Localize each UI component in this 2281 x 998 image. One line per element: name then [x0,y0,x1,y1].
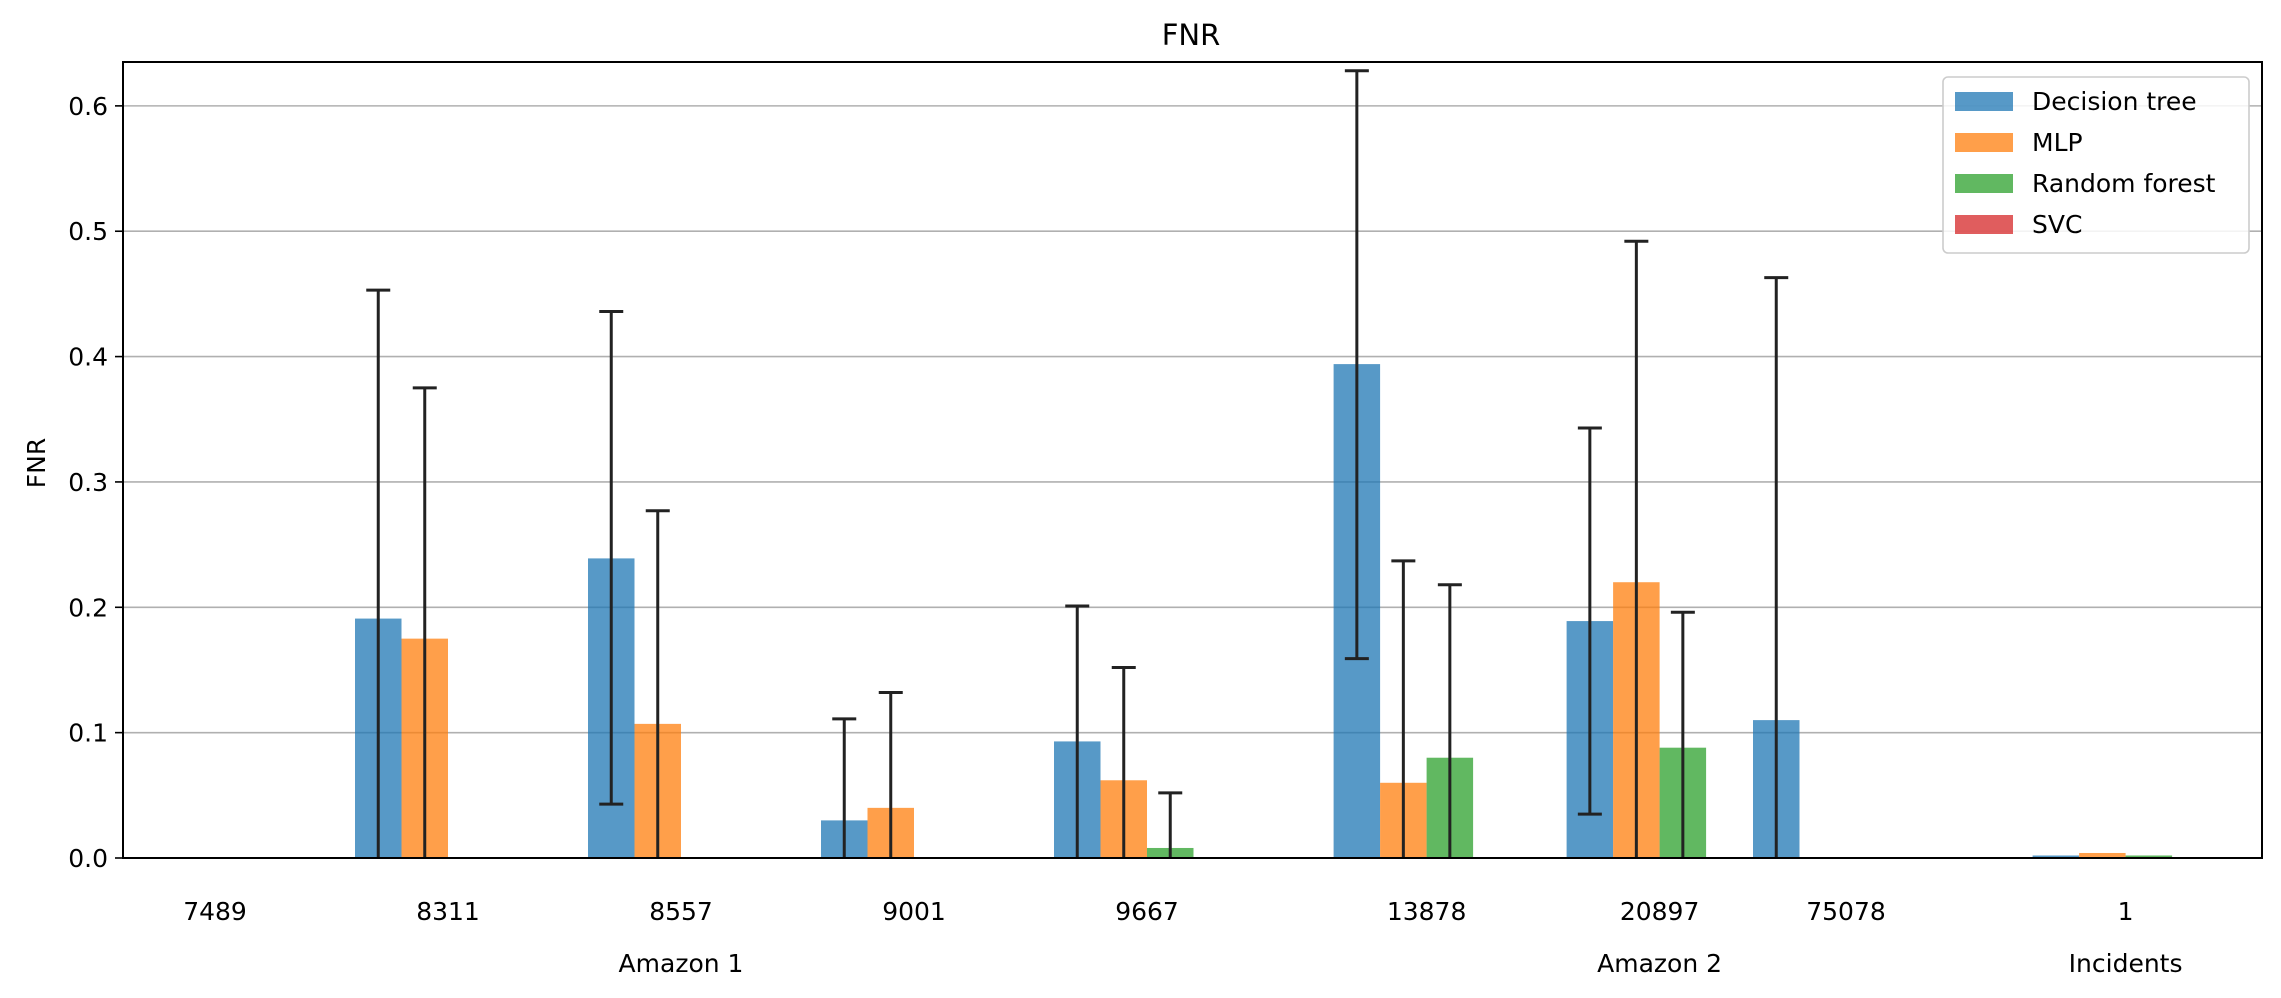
legend-swatch [1955,133,2013,152]
y-axis-label: FNR [22,438,51,488]
legend-swatch [1955,92,2013,111]
legend-box [1942,76,2250,254]
group-label: Incidents [2069,949,2183,978]
y-tick-label: 0.6 [68,92,108,121]
bar-mlp [2079,852,2126,858]
y-tick-label: 0.3 [68,468,108,497]
group-label: Amazon 2 [1597,949,1722,978]
legend-label: Decision tree [2032,87,2197,116]
x-tick-label: 8311 [416,897,480,926]
x-tick-label: 13878 [1387,897,1467,926]
y-tick-label: 0.0 [68,844,108,873]
group-label: Amazon 1 [619,949,744,978]
legend-swatch [1955,174,2013,193]
y-tick-label: 0.4 [68,343,108,372]
bar-decision-tree [2032,855,2080,858]
legend-label: MLP [2032,128,2083,157]
x-tick-label: 7489 [183,897,247,926]
gridlines [123,105,2262,734]
category-group-labels: Amazon 1 Amazon 2 Incidents [619,949,2183,978]
y-tick-label: 0.5 [68,217,108,246]
x-tick-label: 8557 [649,897,713,926]
x-tick-label: 75078 [1806,897,1886,926]
y-tick-label: 0.1 [68,719,108,748]
legend-label: SVC [2032,210,2082,239]
x-tick-label: 9667 [1115,897,1179,926]
y-axis-ticks: 0.0 0.1 0.2 0.3 0.4 0.5 0.6 [68,92,123,873]
y-tick-label: 0.2 [68,593,108,622]
bar-random-forest [2125,855,2173,858]
plot-frame [122,61,2263,859]
x-tick-label: 9001 [882,897,946,926]
x-tick-label: 1 [2118,897,2134,926]
legend: Decision tree MLP Random forest SVC [1942,76,2250,254]
x-axis-ticks: 7489 8311 8557 9001 9667 13878 20897 75078 1 [183,897,2133,926]
error-bars [366,69,1789,858]
chart-title: FNR [1162,18,1221,52]
x-tick-label: 20897 [1620,897,1700,926]
legend-swatch [1955,215,2013,234]
legend-label: Random forest [2032,169,2216,198]
bars [355,364,2173,858]
